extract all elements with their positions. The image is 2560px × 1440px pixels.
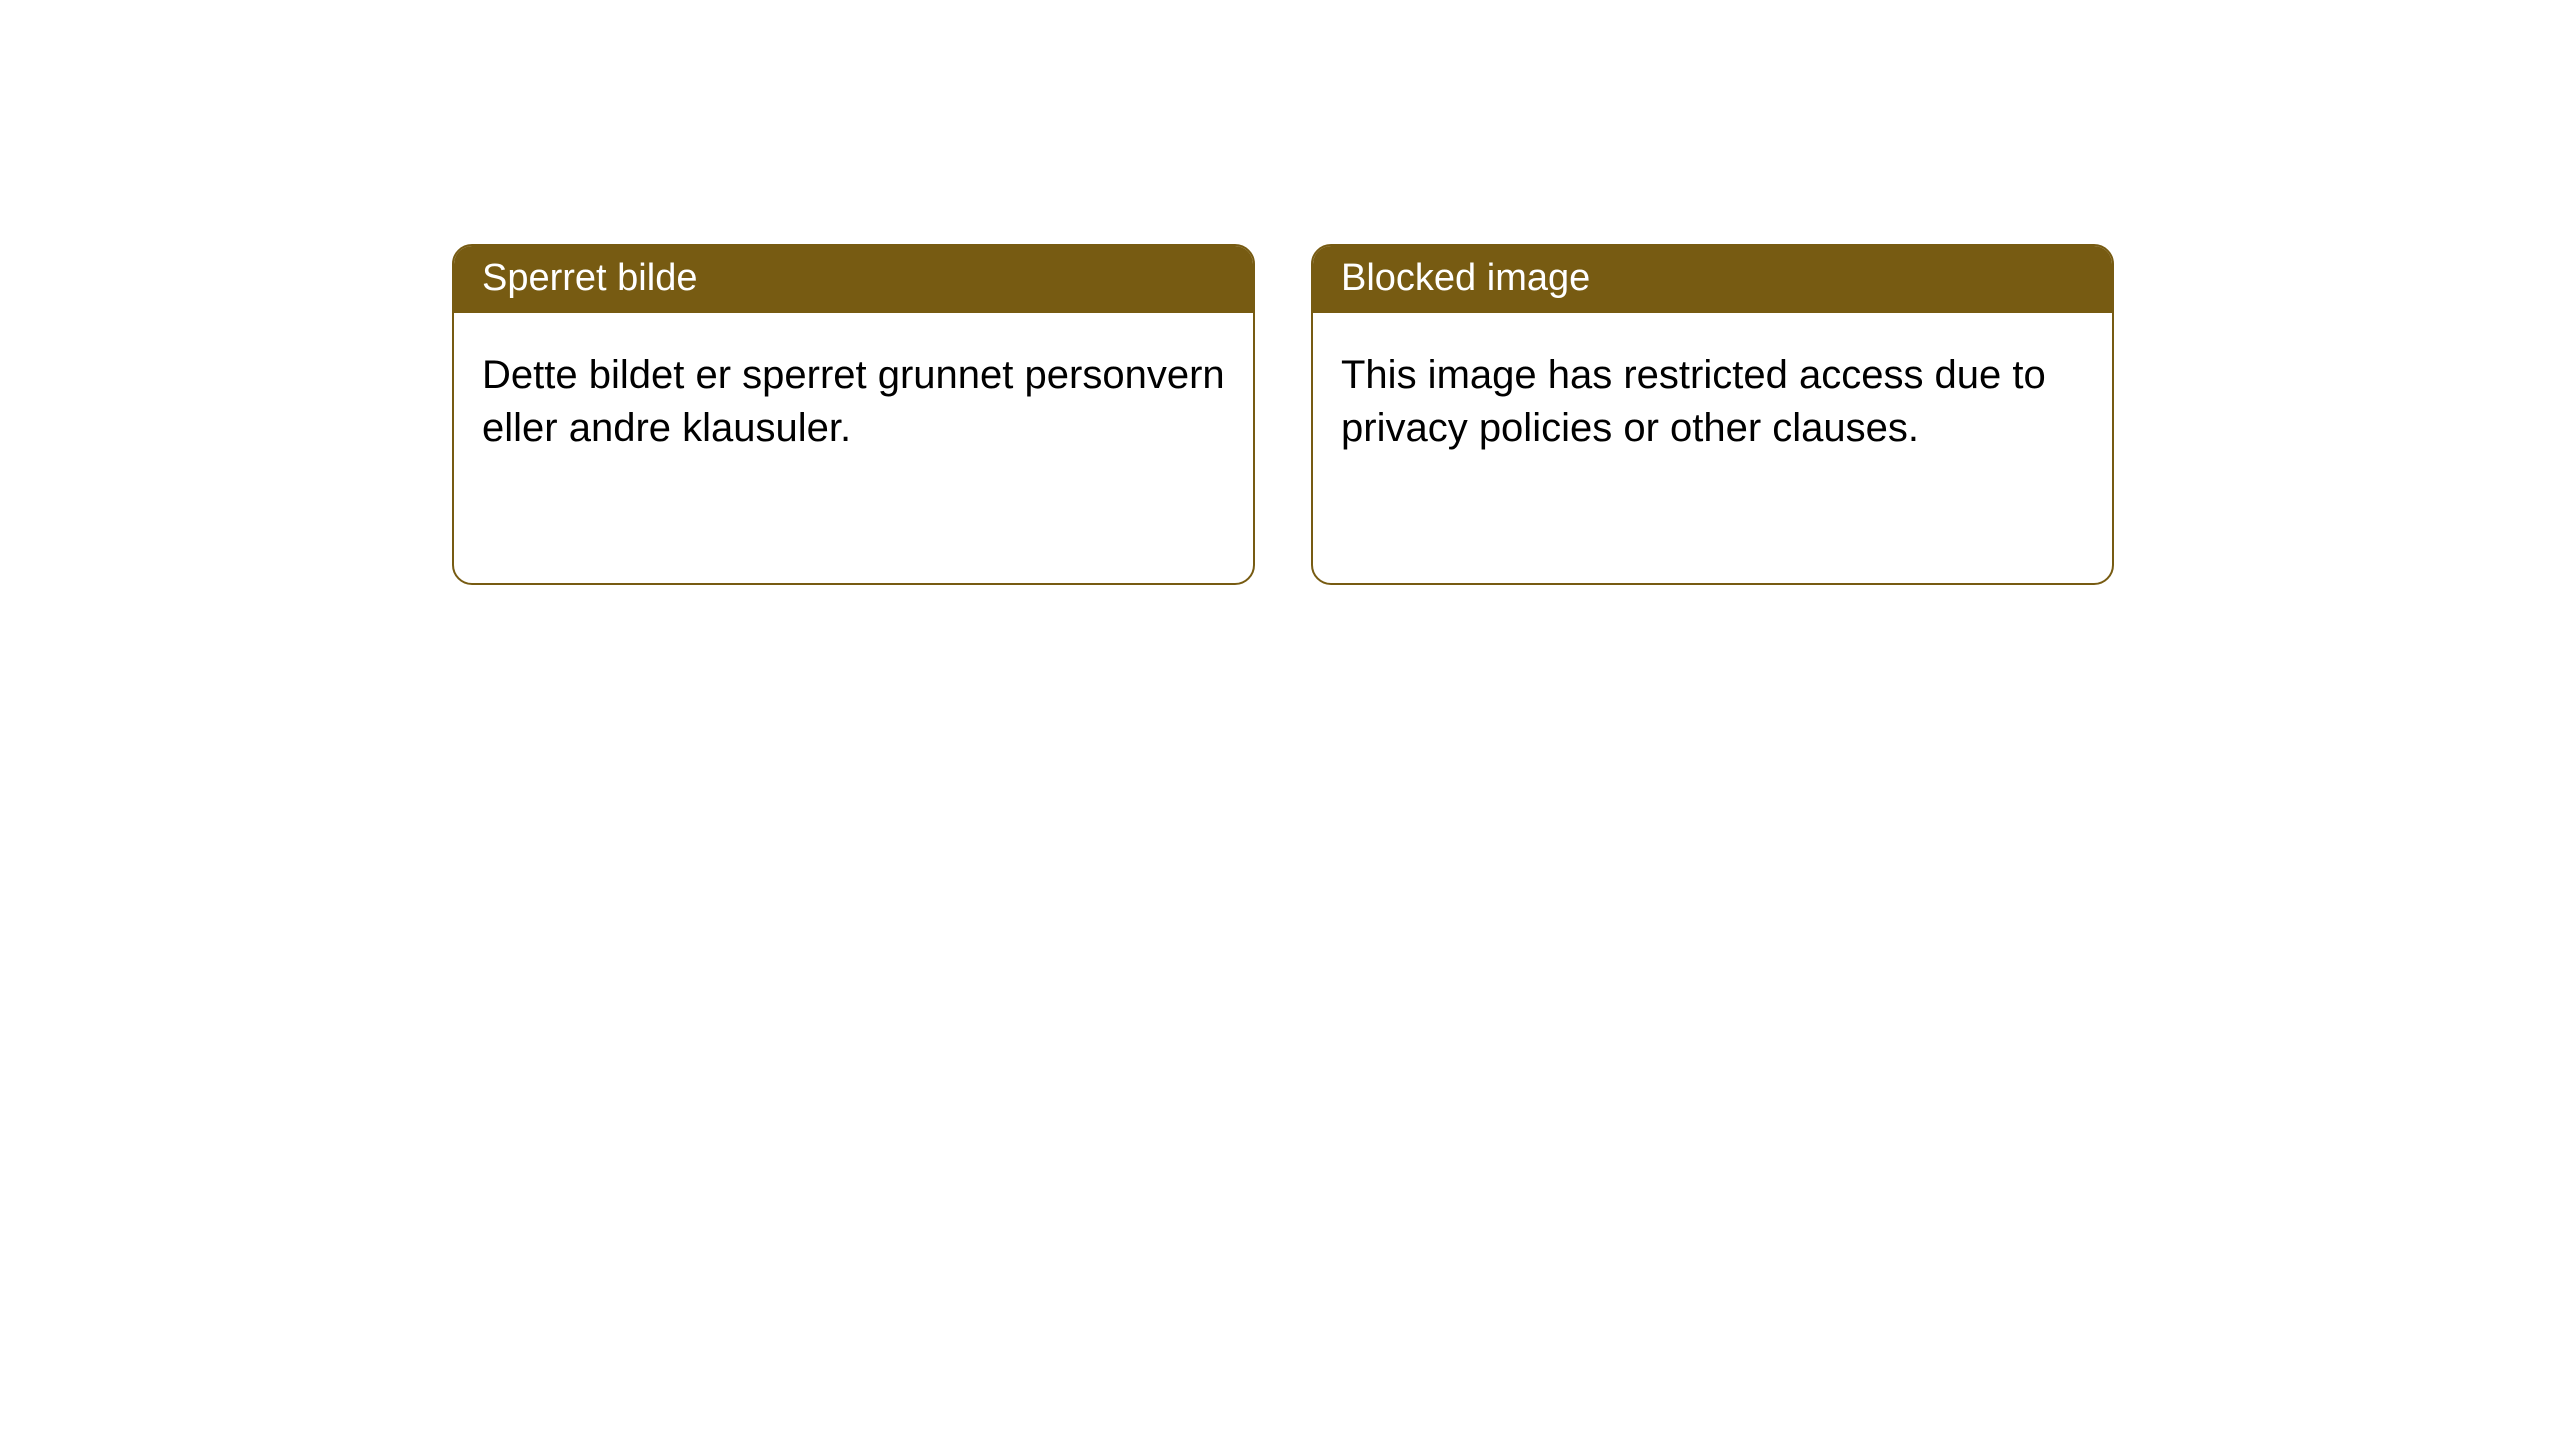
- card-title-nb: Sperret bilde: [482, 257, 697, 299]
- card-body-nb: Dette bildet er sperret grunnet personve…: [454, 313, 1253, 583]
- card-header-nb: Sperret bilde: [454, 246, 1253, 313]
- card-message-nb: Dette bildet er sperret grunnet personve…: [482, 349, 1225, 455]
- blocked-image-card-nb: Sperret bilde Dette bildet er sperret gr…: [452, 244, 1255, 585]
- card-title-en: Blocked image: [1341, 257, 1590, 299]
- blocked-image-card-en: Blocked image This image has restricted …: [1311, 244, 2114, 585]
- card-header-en: Blocked image: [1313, 246, 2112, 313]
- card-body-en: This image has restricted access due to …: [1313, 313, 2112, 583]
- card-message-en: This image has restricted access due to …: [1341, 349, 2084, 455]
- cards-container: Sperret bilde Dette bildet er sperret gr…: [0, 0, 2560, 585]
